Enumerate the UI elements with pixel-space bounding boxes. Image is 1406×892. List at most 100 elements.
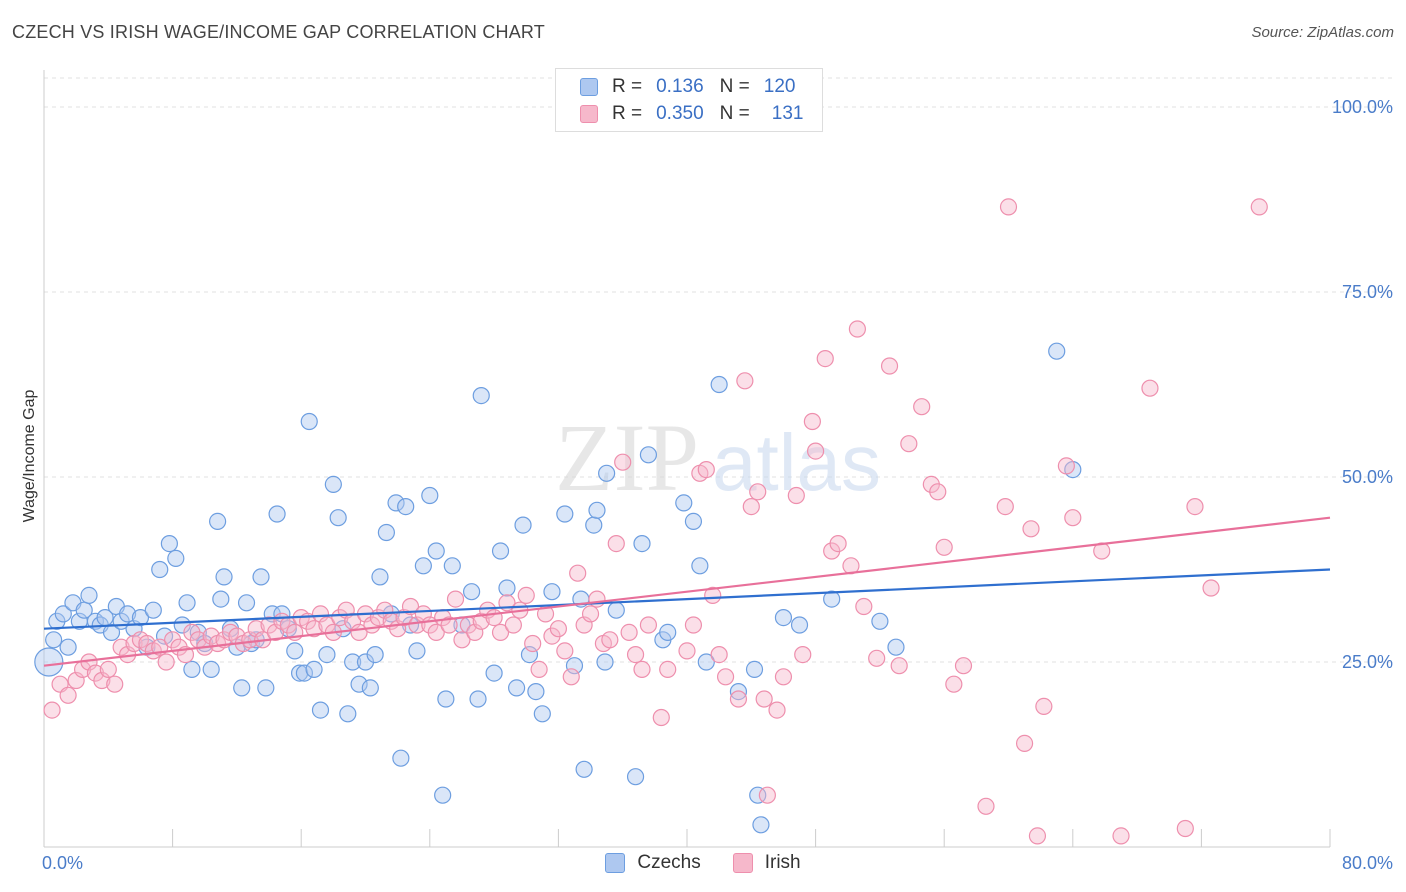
irish-trend-line: [43, 516, 1331, 667]
irish-point: [588, 590, 606, 608]
irish-point: [697, 461, 715, 479]
czech-point: [305, 660, 323, 679]
czech-point: [311, 701, 330, 719]
czech-point: [102, 623, 121, 642]
irish-point: [440, 616, 458, 634]
czech-point: [472, 387, 490, 405]
irish-point: [530, 660, 548, 679]
irish-point: [1176, 819, 1194, 838]
irish-point: [556, 642, 574, 660]
czech-point: [697, 653, 715, 671]
irish-point: [1112, 827, 1130, 845]
irish-point: [716, 668, 735, 686]
irish-point: [1057, 457, 1075, 475]
irish-legend-swatch: [732, 853, 753, 873]
czech-point: [684, 512, 703, 531]
irish-point: [945, 675, 963, 693]
irish-point: [106, 675, 124, 693]
irish-point: [736, 372, 754, 390]
czech-point: [45, 631, 63, 649]
czech-point: [371, 568, 389, 586]
irish-point: [829, 534, 847, 553]
czech-point: [324, 475, 342, 493]
irish-point: [659, 660, 677, 679]
watermark-zip: ZIP: [555, 404, 699, 511]
bottom-legend: Czechs Irish: [0, 852, 1406, 874]
czech-point: [639, 446, 658, 464]
irish-point: [601, 631, 619, 649]
irish-point: [633, 660, 651, 679]
irish-point: [880, 357, 899, 375]
trend-lines: [43, 516, 1331, 667]
czech-point: [675, 494, 693, 512]
czech-point: [887, 638, 905, 656]
irish-point: [562, 668, 580, 686]
irish-point: [485, 608, 503, 627]
czech-point: [131, 608, 150, 627]
irish-point: [1186, 498, 1204, 516]
legend-box: R = 0.136 N = 120 R = 0.350 N = 131: [555, 68, 823, 132]
czech-point: [633, 534, 651, 553]
irish-point: [607, 534, 625, 553]
czech-point: [300, 412, 318, 431]
czech-point: [520, 645, 539, 664]
czech-point: [469, 690, 487, 708]
czech-point: [598, 464, 616, 482]
czech-point: [607, 601, 625, 619]
irish-point: [1064, 509, 1082, 527]
y-tick-label-3: 100.0%: [1332, 97, 1393, 117]
irish-point: [935, 538, 953, 556]
czech-trend-line: [43, 568, 1331, 630]
czech-swatch: [580, 78, 598, 96]
czech-point: [752, 816, 770, 834]
czech-point: [344, 653, 362, 671]
irish-point: [755, 690, 773, 708]
chart-title: CZECH VS IRISH WAGE/INCOME GAP CORRELATI…: [12, 22, 545, 42]
czech-point: [295, 664, 314, 682]
czech-point: [257, 679, 275, 697]
czech-n-value: 120: [763, 76, 796, 97]
irish-point: [43, 701, 61, 719]
irish-point: [1035, 697, 1053, 716]
czech-point: [575, 760, 593, 778]
irish-point: [684, 616, 703, 634]
irish-r-label: R =: [612, 103, 643, 124]
czech-point: [59, 638, 77, 656]
irish-point: [1028, 827, 1047, 845]
irish-point: [742, 498, 760, 516]
irish-swatch: [580, 105, 598, 123]
irish-legend-label: Irish: [764, 852, 801, 873]
irish-point: [868, 649, 886, 667]
irish-point: [639, 616, 658, 634]
y-tick-label-2: 75.0%: [1342, 282, 1393, 302]
irish-point: [758, 786, 776, 804]
czech-point: [178, 594, 196, 612]
irish-point: [749, 483, 767, 501]
irish-point: [626, 645, 645, 664]
czech-point: [366, 645, 384, 664]
y-tick-label-0: 25.0%: [1342, 652, 1393, 672]
irish-point: [787, 486, 805, 505]
czech-point: [387, 494, 405, 512]
czech-n-label: N =: [719, 76, 750, 97]
irish-point: [446, 590, 465, 608]
czech-point: [533, 705, 551, 723]
source-credit: Source: ZipAtlas.com: [1251, 24, 1394, 41]
irish-point: [794, 645, 812, 664]
czech-point: [318, 645, 336, 664]
irish-point: [704, 586, 722, 605]
czech-point: [659, 623, 677, 642]
czech-point: [202, 660, 220, 679]
czech-point: [543, 583, 561, 601]
irish-point: [99, 660, 117, 679]
czech-point: [167, 549, 185, 568]
czech-point: [508, 679, 526, 697]
czech-point: [498, 579, 516, 597]
czech-point: [377, 523, 395, 542]
czech-point: [34, 647, 64, 677]
czech-point: [427, 542, 445, 560]
axes: [43, 70, 1331, 848]
irish-point: [504, 616, 522, 634]
irish-point: [1015, 734, 1034, 753]
czech-point: [151, 560, 169, 579]
